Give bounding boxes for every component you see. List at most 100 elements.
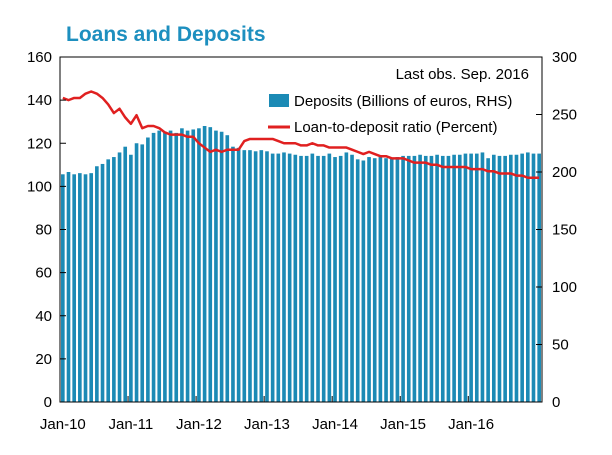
deposit-bar xyxy=(480,152,485,402)
deposit-bar xyxy=(514,154,519,402)
x-axis-tick-label: Jan-11 xyxy=(108,416,153,433)
right-axis-tick-label: 300 xyxy=(552,49,577,66)
deposit-bar xyxy=(208,127,213,403)
deposit-bar xyxy=(395,157,400,402)
deposit-bar xyxy=(361,160,366,402)
deposit-bar xyxy=(338,155,343,402)
deposit-bar xyxy=(503,155,507,402)
deposit-bar xyxy=(214,130,218,402)
deposit-bar xyxy=(293,154,298,402)
deposit-bar xyxy=(497,155,502,402)
deposit-bar xyxy=(259,150,264,402)
deposit-bar xyxy=(146,137,150,402)
right-y-axis: 0 50 100 150 200 250 300 xyxy=(536,49,577,411)
deposit-bar xyxy=(310,153,315,402)
deposit-bar xyxy=(197,128,201,403)
deposit-bar xyxy=(316,155,320,402)
right-axis-tick-label: 250 xyxy=(552,107,577,124)
deposit-bar xyxy=(282,152,286,402)
deposit-bar xyxy=(491,154,496,402)
deposit-bar xyxy=(350,154,354,402)
deposit-bar xyxy=(236,147,241,402)
deposit-bar xyxy=(276,153,281,402)
deposit-bar xyxy=(423,155,428,402)
deposit-bar xyxy=(469,153,473,402)
deposit-bar xyxy=(89,173,93,402)
deposit-bar xyxy=(265,151,269,402)
deposit-bar xyxy=(406,155,411,402)
deposit-bar xyxy=(168,130,173,402)
deposit-bar xyxy=(191,129,196,402)
deposit-bar xyxy=(509,154,513,402)
legend-swatch-deposits xyxy=(269,94,289,107)
right-axis-tick-label: 50 xyxy=(552,337,569,354)
deposit-bar xyxy=(253,151,258,402)
deposit-bar xyxy=(327,153,332,402)
deposit-bar xyxy=(372,158,377,402)
deposit-bar xyxy=(95,166,99,402)
deposit-bar xyxy=(180,128,184,403)
deposit-bar xyxy=(304,155,309,402)
deposit-bar xyxy=(72,174,76,402)
x-axis-tick-label: Jan-13 xyxy=(244,416,290,433)
deposit-bar xyxy=(83,174,88,402)
deposit-bar xyxy=(157,130,162,402)
last-observation-note: Last obs. Sep. 2016 xyxy=(396,66,529,83)
deposit-bar xyxy=(163,131,167,402)
left-axis-tick-label: 100 xyxy=(27,178,52,195)
x-axis: Jan-10 Jan-11 Jan-12 Jan-13 Jan-14 Jan-15 Jan-… xyxy=(40,396,494,433)
legend-label-deposits: Deposits (Billions of euros, RHS) xyxy=(294,93,512,110)
left-axis-tick-label: 160 xyxy=(27,49,52,66)
deposit-bar xyxy=(384,158,388,402)
deposit-bar xyxy=(429,155,434,402)
left-y-axis: 0 20 40 60 80 100 120 140 160 xyxy=(27,49,66,411)
deposit-bar xyxy=(106,159,111,402)
deposit-bar xyxy=(474,153,479,402)
deposit-bar xyxy=(151,132,156,402)
deposit-bar xyxy=(526,152,530,402)
ratio-line-group xyxy=(62,90,540,179)
deposit-bar xyxy=(537,153,541,402)
deposit-bar xyxy=(174,132,179,402)
deposit-bar xyxy=(412,155,417,402)
left-axis-tick-label: 0 xyxy=(44,394,52,411)
left-axis-tick-label: 20 xyxy=(35,351,52,368)
deposit-bar xyxy=(457,154,462,402)
deposit-bar xyxy=(452,154,456,402)
deposit-bar xyxy=(486,158,490,402)
deposit-bar xyxy=(418,154,422,402)
x-axis-tick-label: Jan-16 xyxy=(448,416,494,433)
deposit-bar xyxy=(248,150,252,402)
x-axis-tick-label: Jan-14 xyxy=(312,416,358,433)
deposit-bar xyxy=(378,157,383,402)
left-axis-tick-label: 140 xyxy=(27,92,52,109)
deposit-bar xyxy=(219,131,224,402)
deposit-bar xyxy=(435,154,439,402)
x-axis-tick-label: Jan-10 xyxy=(40,416,86,433)
deposit-bar xyxy=(225,135,230,402)
chart-title: Loans and Deposits xyxy=(66,23,266,46)
deposit-bar xyxy=(463,153,468,402)
deposit-bar xyxy=(355,159,360,402)
deposit-bar xyxy=(123,146,128,402)
deposit-bar xyxy=(134,143,139,402)
deposit-bar xyxy=(129,154,133,402)
deposit-bar xyxy=(401,155,405,402)
deposit-bar xyxy=(202,126,207,402)
deposit-bar xyxy=(446,155,451,402)
deposit-bar xyxy=(367,157,371,402)
deposit-bar xyxy=(440,155,445,402)
left-axis-tick-label: 120 xyxy=(27,135,52,152)
x-axis-tick-label: Jan-12 xyxy=(176,416,222,433)
deposit-bar xyxy=(242,150,247,402)
deposit-bar xyxy=(270,153,275,402)
deposit-bar xyxy=(299,155,303,402)
x-axis-tick-label: Jan-15 xyxy=(380,416,426,433)
right-axis-tick-label: 150 xyxy=(552,222,577,239)
deposit-bar xyxy=(389,158,394,402)
deposit-bar xyxy=(520,153,524,402)
legend: Deposits (Billions of euros, RHS) Loan-t… xyxy=(268,93,512,136)
deposit-bar xyxy=(100,163,105,402)
left-axis-tick-label: 60 xyxy=(35,265,52,282)
